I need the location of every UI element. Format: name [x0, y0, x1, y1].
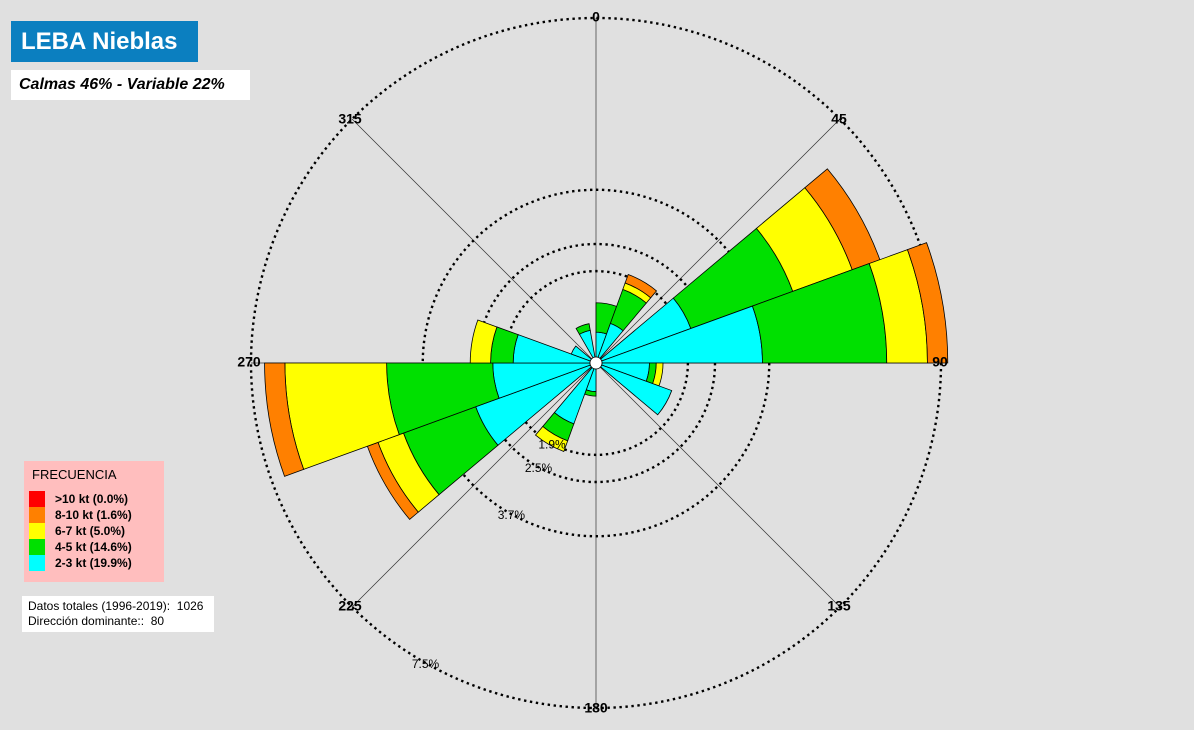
legend-label: >10 kt (0.0%) — [55, 492, 129, 506]
legend-swatch — [29, 491, 45, 507]
direction-label: 90 — [932, 354, 948, 370]
legend-swatch — [29, 523, 45, 539]
direction-label: 225 — [338, 598, 362, 614]
legend: FRECUENCIA >10 kt (0.0%) 8-10 kt (1.6%) … — [24, 461, 164, 582]
legend-swatch — [29, 539, 45, 555]
total-data-label: Datos totales (1996-2019): — [28, 599, 171, 613]
ring-label: 1.9% — [538, 438, 566, 452]
center-circle — [589, 356, 603, 370]
rose-sectors — [264, 168, 949, 520]
dominant-direction-value: 80 — [150, 614, 165, 628]
legend-title: FRECUENCIA — [32, 467, 117, 482]
sector-wedge — [624, 274, 658, 299]
legend-swatch — [29, 507, 45, 523]
legend-label: 2-3 kt (19.9%) — [55, 556, 132, 570]
legend-label: 8-10 kt (1.6%) — [55, 508, 132, 522]
data-info-box: Datos totales (1996-2019): 1026 Direcció… — [22, 596, 214, 632]
rose-labels: 0 45 90 135 180 225 270 315 1.9% 2.5% 3.7% 7.5% — [237, 9, 948, 716]
chart-title: LEBA Nieblas — [11, 21, 198, 62]
sector-wedge — [575, 323, 591, 335]
sector-wedge — [534, 425, 569, 452]
direction-label: 180 — [584, 700, 608, 716]
direction-label: 315 — [338, 111, 362, 127]
total-data-value: 1026 — [176, 599, 204, 613]
direction-label: 135 — [827, 598, 851, 614]
chart-subtitle: Calmas 46% - Variable 22% — [11, 70, 250, 100]
dominant-direction-line: Dirección dominante:: 80 — [28, 614, 164, 628]
direction-line — [595, 118, 841, 364]
ring-label: 3.7% — [498, 508, 526, 522]
legend-swatch — [29, 555, 45, 571]
ring-label: 7.5% — [412, 657, 440, 671]
sector-wedge — [469, 319, 498, 364]
total-data-line: Datos totales (1996-2019): 1026 — [28, 599, 203, 613]
direction-label: 0 — [592, 9, 600, 25]
legend-label: 6-7 kt (5.0%) — [55, 524, 126, 538]
ring-label: 2.5% — [525, 461, 553, 475]
legend-label: 4-5 kt (14.6%) — [55, 540, 132, 554]
sector-wedge — [906, 242, 949, 364]
sector-wedge — [264, 362, 305, 477]
direction-label: 270 — [237, 354, 261, 370]
dominant-direction-label: Dirección dominante:: — [28, 614, 145, 628]
direction-label: 45 — [831, 111, 847, 127]
direction-line — [595, 362, 841, 608]
